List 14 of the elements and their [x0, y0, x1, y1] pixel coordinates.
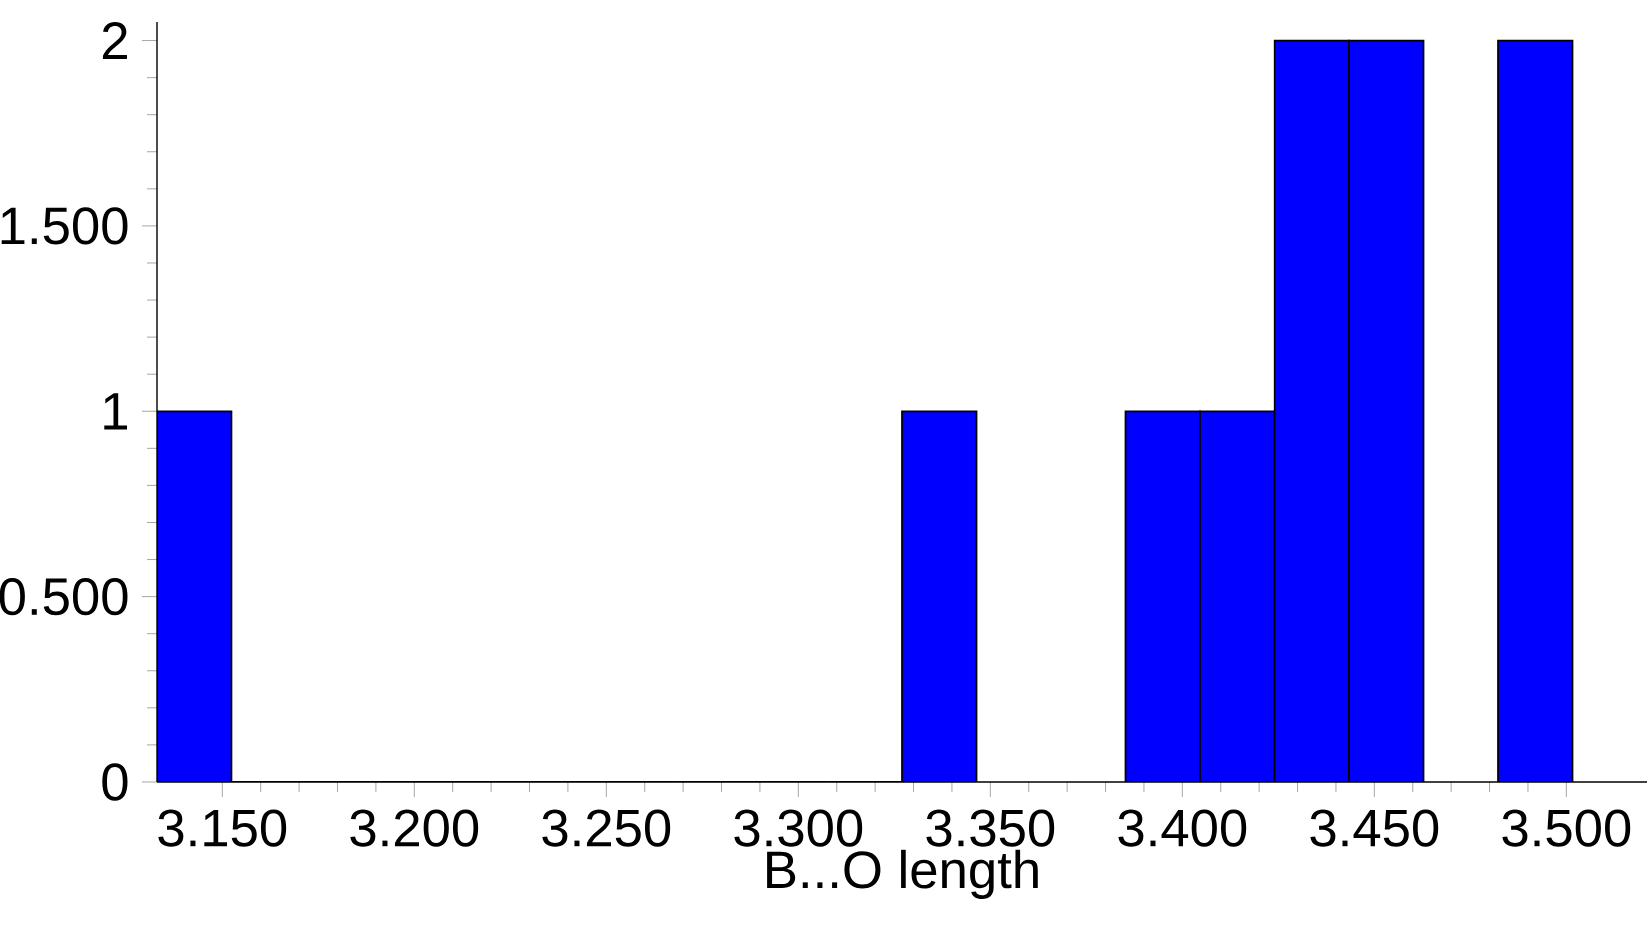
x-tick-label: 3.450 [1310, 809, 1439, 847]
y-tick-label: 1 [104, 393, 127, 430]
y-tick-label: 0 [102, 763, 128, 801]
x-tick-label: 3.150 [158, 809, 287, 847]
x-tick-label: 3.500 [1502, 809, 1631, 847]
x-tick-label: 3.200 [350, 809, 479, 847]
y-tick-label: 0.500 [0, 577, 128, 616]
x-tick-label: 3.300 [734, 809, 863, 847]
x-tick-label: 3.350 [926, 809, 1055, 847]
x-axis-title: B...O length [767, 849, 1038, 899]
y-tick-label: 1.500 [1, 207, 128, 245]
y-tick-label: 2 [102, 22, 127, 59]
x-tick-label: 3.400 [1118, 809, 1247, 847]
x-tick-label: 3.250 [542, 809, 671, 847]
